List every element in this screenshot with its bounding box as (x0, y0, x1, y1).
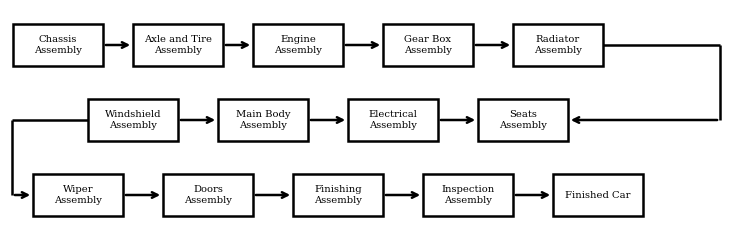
Bar (88, 99, 178, 141)
Text: Main Body
Assembly: Main Body Assembly (235, 110, 290, 130)
Text: Seats
Assembly: Seats Assembly (499, 110, 547, 130)
Bar (513, 24, 603, 66)
Text: Wiper
Assembly: Wiper Assembly (54, 184, 102, 206)
Bar (383, 24, 473, 66)
Text: Axle and Tire
Assembly: Axle and Tire Assembly (144, 34, 212, 56)
Bar (348, 99, 438, 141)
Bar (218, 99, 308, 141)
Bar (133, 24, 223, 66)
Bar (293, 174, 383, 216)
Bar (33, 174, 123, 216)
Bar (13, 24, 103, 66)
Text: Windshield
Assembly: Windshield Assembly (105, 110, 161, 130)
Bar (253, 24, 343, 66)
Bar (478, 99, 568, 141)
Text: Radiator
Assembly: Radiator Assembly (534, 34, 582, 56)
Text: Finished Car: Finished Car (565, 190, 631, 200)
Text: Gear Box
Assembly: Gear Box Assembly (404, 34, 452, 56)
Text: Chassis
Assembly: Chassis Assembly (34, 34, 82, 56)
Bar (553, 174, 643, 216)
Text: Inspection
Assembly: Inspection Assembly (441, 184, 494, 206)
Bar (423, 174, 513, 216)
Text: Doors
Assembly: Doors Assembly (184, 184, 232, 206)
Text: Engine
Assembly: Engine Assembly (274, 34, 322, 56)
Text: Electrical
Assembly: Electrical Assembly (368, 110, 418, 130)
Bar (163, 174, 253, 216)
Text: Finishing
Assembly: Finishing Assembly (314, 184, 362, 206)
